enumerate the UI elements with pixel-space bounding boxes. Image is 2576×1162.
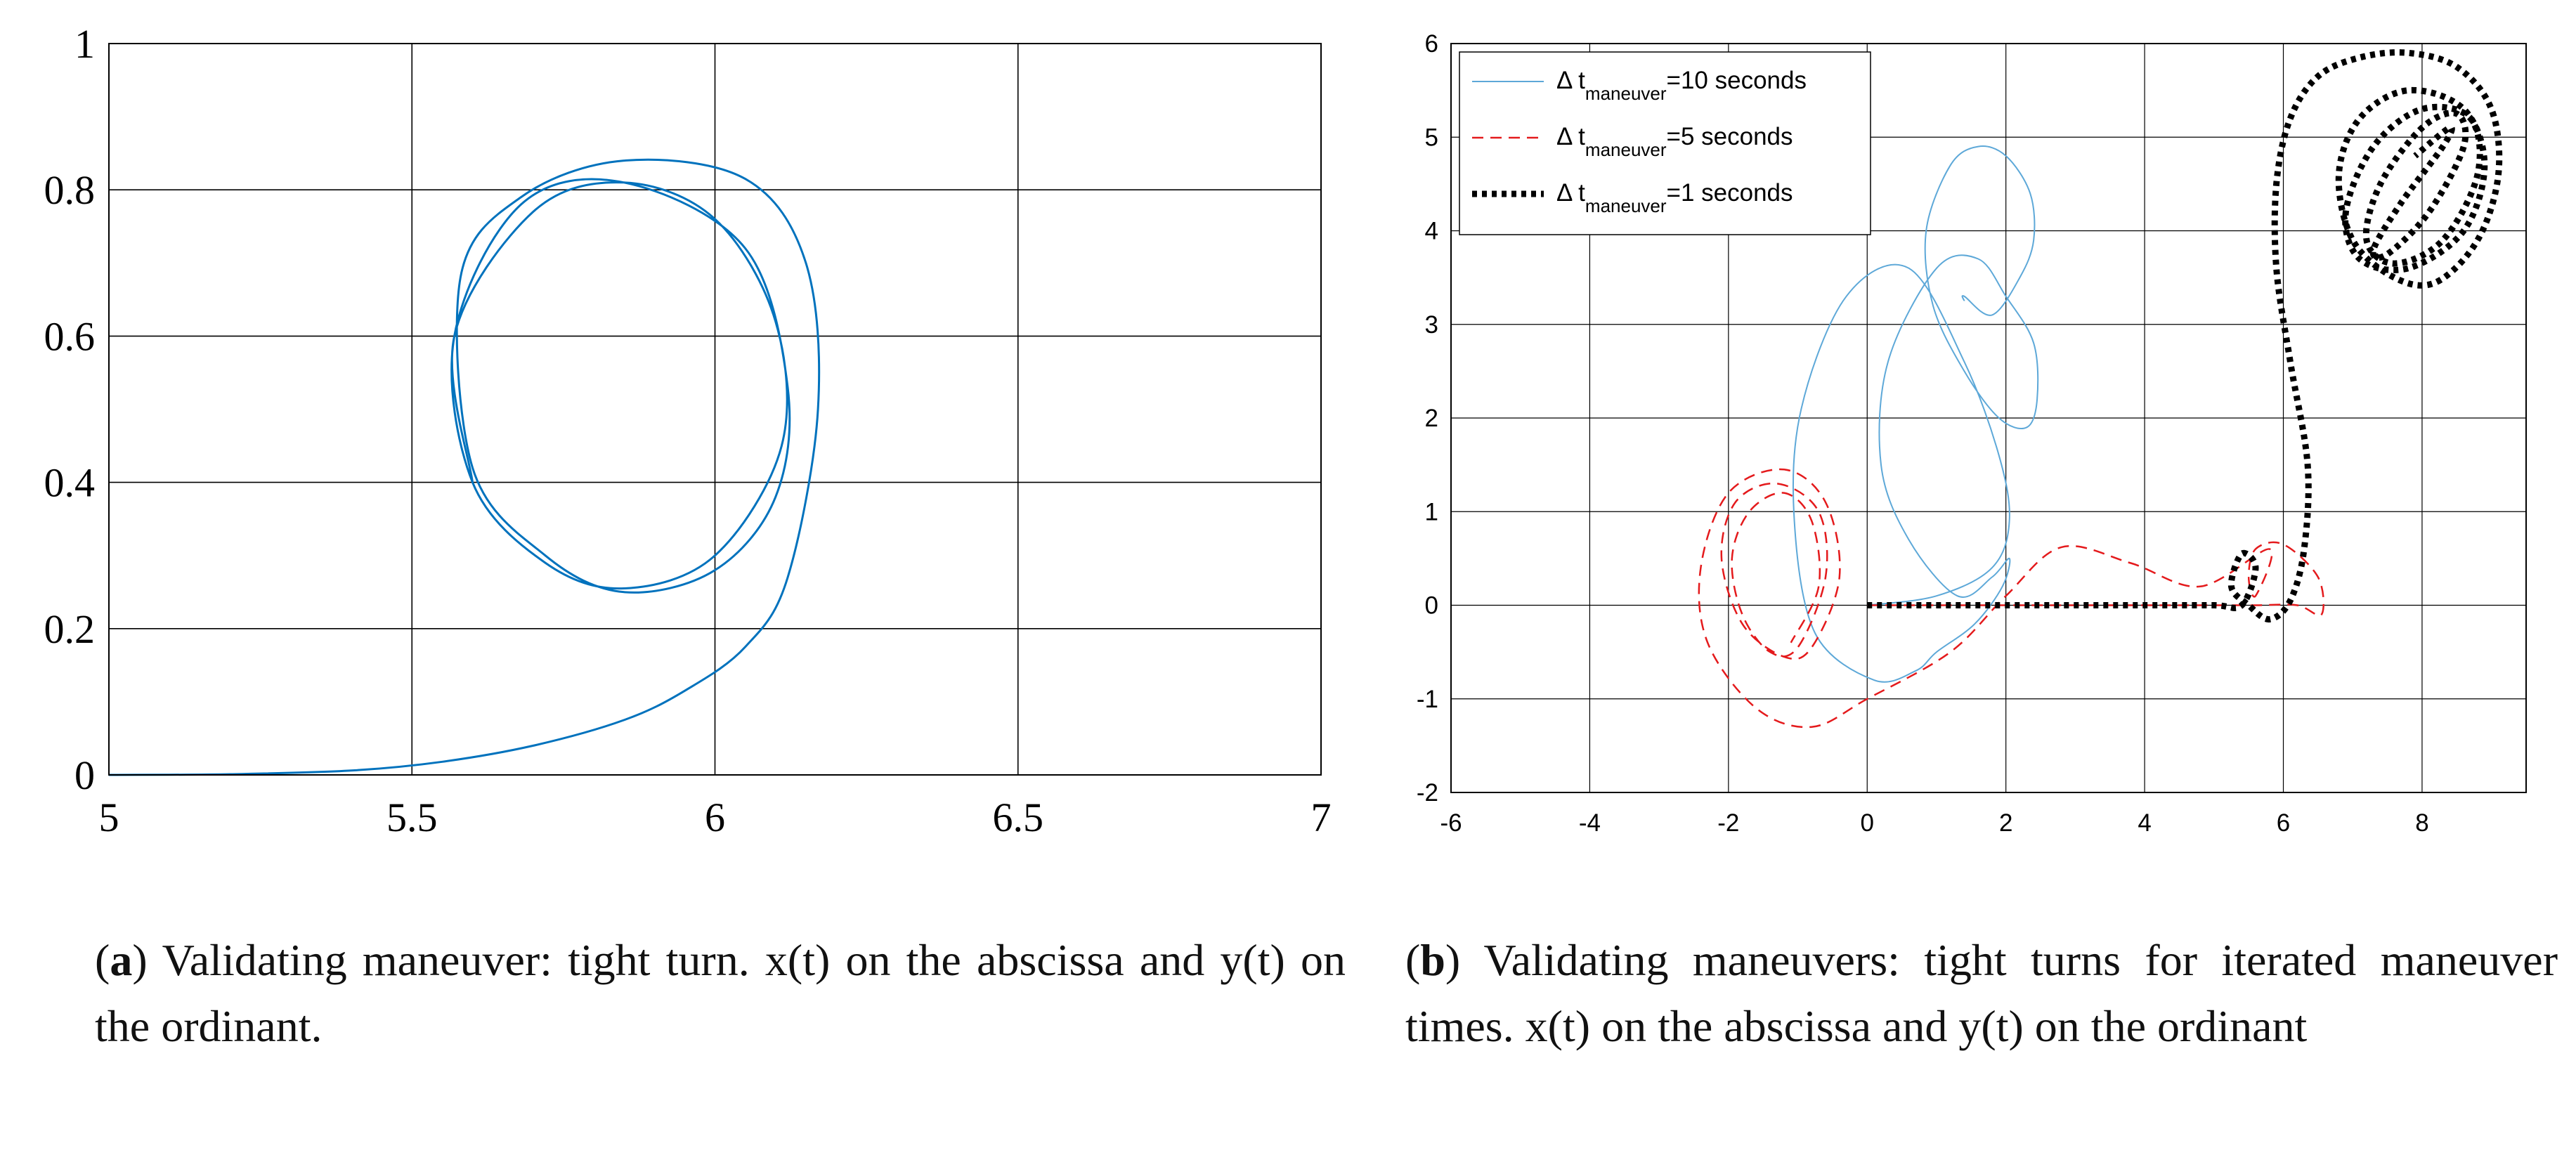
chart-b-x-tick-label: 4 <box>2138 809 2151 837</box>
caption-a-close: ) <box>132 935 148 985</box>
chart-b-y-tick-label: 2 <box>1425 405 1438 432</box>
chart-a-x-tick-label: 7 <box>1311 795 1332 840</box>
caption-a-letter: a <box>110 935 133 985</box>
chart-b-ticks: -6 -4 -2 0 2 4 6 8 -2 -1 0 1 2 3 4 5 6 <box>1417 30 2429 837</box>
chart-a-series <box>108 158 821 776</box>
chart-a-series-line-1 <box>108 158 821 776</box>
chart-b-x-tick-label: 6 <box>2277 809 2290 837</box>
chart-a-grid <box>108 43 1322 776</box>
caption-b-letter: b <box>1420 935 1445 985</box>
chart-b-series <box>1698 49 2503 729</box>
chart-b-x-tick-label: 8 <box>2415 809 2428 837</box>
chart-b-y-tick-label: -2 <box>1417 779 1438 807</box>
chart-a-y-tick-label: 0.2 <box>44 606 96 652</box>
chart-a-y-tick-label: 1 <box>74 21 95 67</box>
chart-b-y-tick-label: -1 <box>1417 686 1438 713</box>
chart-a-y-tick-label: 0.6 <box>44 313 96 359</box>
chart-a-x-tick-label: 5 <box>99 795 119 840</box>
chart-b-x-tick-label: -6 <box>1440 809 1462 837</box>
legend-box <box>1459 51 1871 235</box>
chart-b-series-line-1 <box>1792 145 2039 683</box>
chart-a-y-tick-label: 0.4 <box>44 460 96 506</box>
chart-a-y-tick-label: 0 <box>74 752 95 798</box>
caption-b: (b) Validating maneuvers: tight turns fo… <box>1405 927 2558 1059</box>
chart-a-frame <box>108 43 1322 776</box>
chart-b-x-tick-label: -4 <box>1579 809 1601 837</box>
chart-b-series-line-2 <box>1698 468 2325 729</box>
legend-label-3: Δ tmaneuver=1 seconds <box>1556 179 1793 216</box>
caption-a-open: ( <box>95 935 110 985</box>
chart-b-x-tick-label: 2 <box>1999 809 2012 837</box>
chart-a-x-tick-label: 6.5 <box>993 795 1044 840</box>
legend-label-2: Δ tmaneuver=5 seconds <box>1556 123 1793 160</box>
chart-b-series-line-3 <box>1867 49 2503 622</box>
caption-a: (a) Validating maneuver: tight turn. x(t… <box>95 927 1346 1059</box>
chart-b-y-tick-label: 1 <box>1425 498 1438 525</box>
chart-b-y-tick-label: 5 <box>1425 124 1438 151</box>
chart-b-x-tick-label: -2 <box>1717 809 1739 837</box>
chart-b-legend: Δ tmaneuver=10 seconds Δ tmaneuver=5 seco… <box>1459 51 1871 235</box>
chart-a-ticks: 5 5.5 6 6.5 7 0 0.2 0.4 0.6 0.8 1 <box>44 21 1332 840</box>
caption-a-text: Validating maneuver: tight turn. x(t) on… <box>95 935 1346 1051</box>
caption-b-open: ( <box>1405 935 1421 985</box>
chart-a: 5 5.5 6 6.5 7 0 0.2 0.4 0.6 0.8 1 <box>44 21 1332 840</box>
chart-a-y-tick-label: 0.8 <box>44 167 96 213</box>
caption-b-text: Validating maneuvers: tight turns for it… <box>1405 935 2558 1051</box>
chart-b: -6 -4 -2 0 2 4 6 8 -2 -1 0 1 2 3 4 5 6 Δ tmaneuver=10 se… <box>1417 30 2527 837</box>
chart-a-x-tick-label: 6 <box>705 795 725 840</box>
chart-b-y-tick-label: 6 <box>1425 30 1438 58</box>
chart-b-y-tick-label: 3 <box>1425 311 1438 339</box>
chart-b-frame <box>1450 43 2527 793</box>
chart-b-y-tick-label: 0 <box>1425 592 1438 620</box>
chart-b-x-tick-label: 0 <box>1861 809 1874 837</box>
caption-b-close: ) <box>1445 935 1461 985</box>
chart-a-x-tick-label: 5.5 <box>386 795 438 840</box>
legend-label-1: Δ tmaneuver=10 seconds <box>1556 67 1807 104</box>
chart-b-y-tick-label: 4 <box>1425 218 1438 245</box>
